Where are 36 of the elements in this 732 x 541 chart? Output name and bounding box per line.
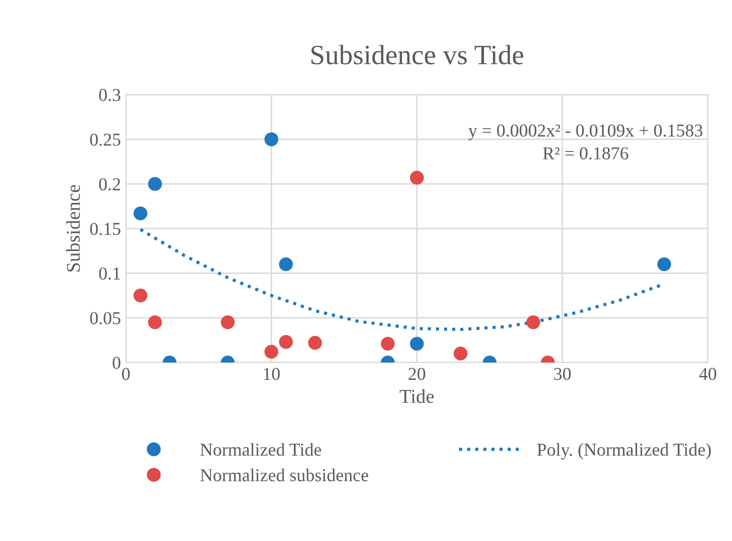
point [657,257,672,272]
point [410,336,424,351]
y-tick-label: 0 [112,356,120,369]
annotation: R² = 0.1876 [542,147,628,160]
point [264,344,278,359]
y-tick-label: 0.25 [90,134,120,146]
point [410,170,424,185]
point [134,206,148,220]
x-tick-label: 0 [122,368,130,380]
x-tick-label: 30 [554,368,571,380]
y-tick-label: 0.15 [90,222,120,236]
y-tick-label: 0.1 [99,267,120,280]
chart-title: Subsidence vs Tide [311,44,524,64]
legend-label: Normalized Tide [200,443,322,456]
x-tick-label: 20 [408,368,426,380]
point [279,257,293,272]
point [264,132,278,146]
point [220,315,235,330]
point [454,346,468,360]
x-tick-label: 40 [699,368,716,380]
x-axis-title: Tide [400,389,434,403]
point [279,335,293,349]
point [380,336,395,351]
point [526,315,540,330]
y-axis-title: Subsidence [66,184,80,272]
point [148,177,162,191]
annotation: y = 0.0002x² - 0.0109x + 0.1583 [468,124,702,140]
y-tick-label: 0.3 [99,88,120,102]
point [308,336,322,350]
point [134,288,148,302]
y-tick-label: 0.05 [90,312,120,324]
legend-label: Poly. (Normalized Tide) [537,443,711,460]
point [148,315,162,330]
legend-label: Normalized subsidence [200,468,368,482]
y-tick-label: 0.2 [99,178,120,190]
x-tick-label: 10 [264,368,280,380]
